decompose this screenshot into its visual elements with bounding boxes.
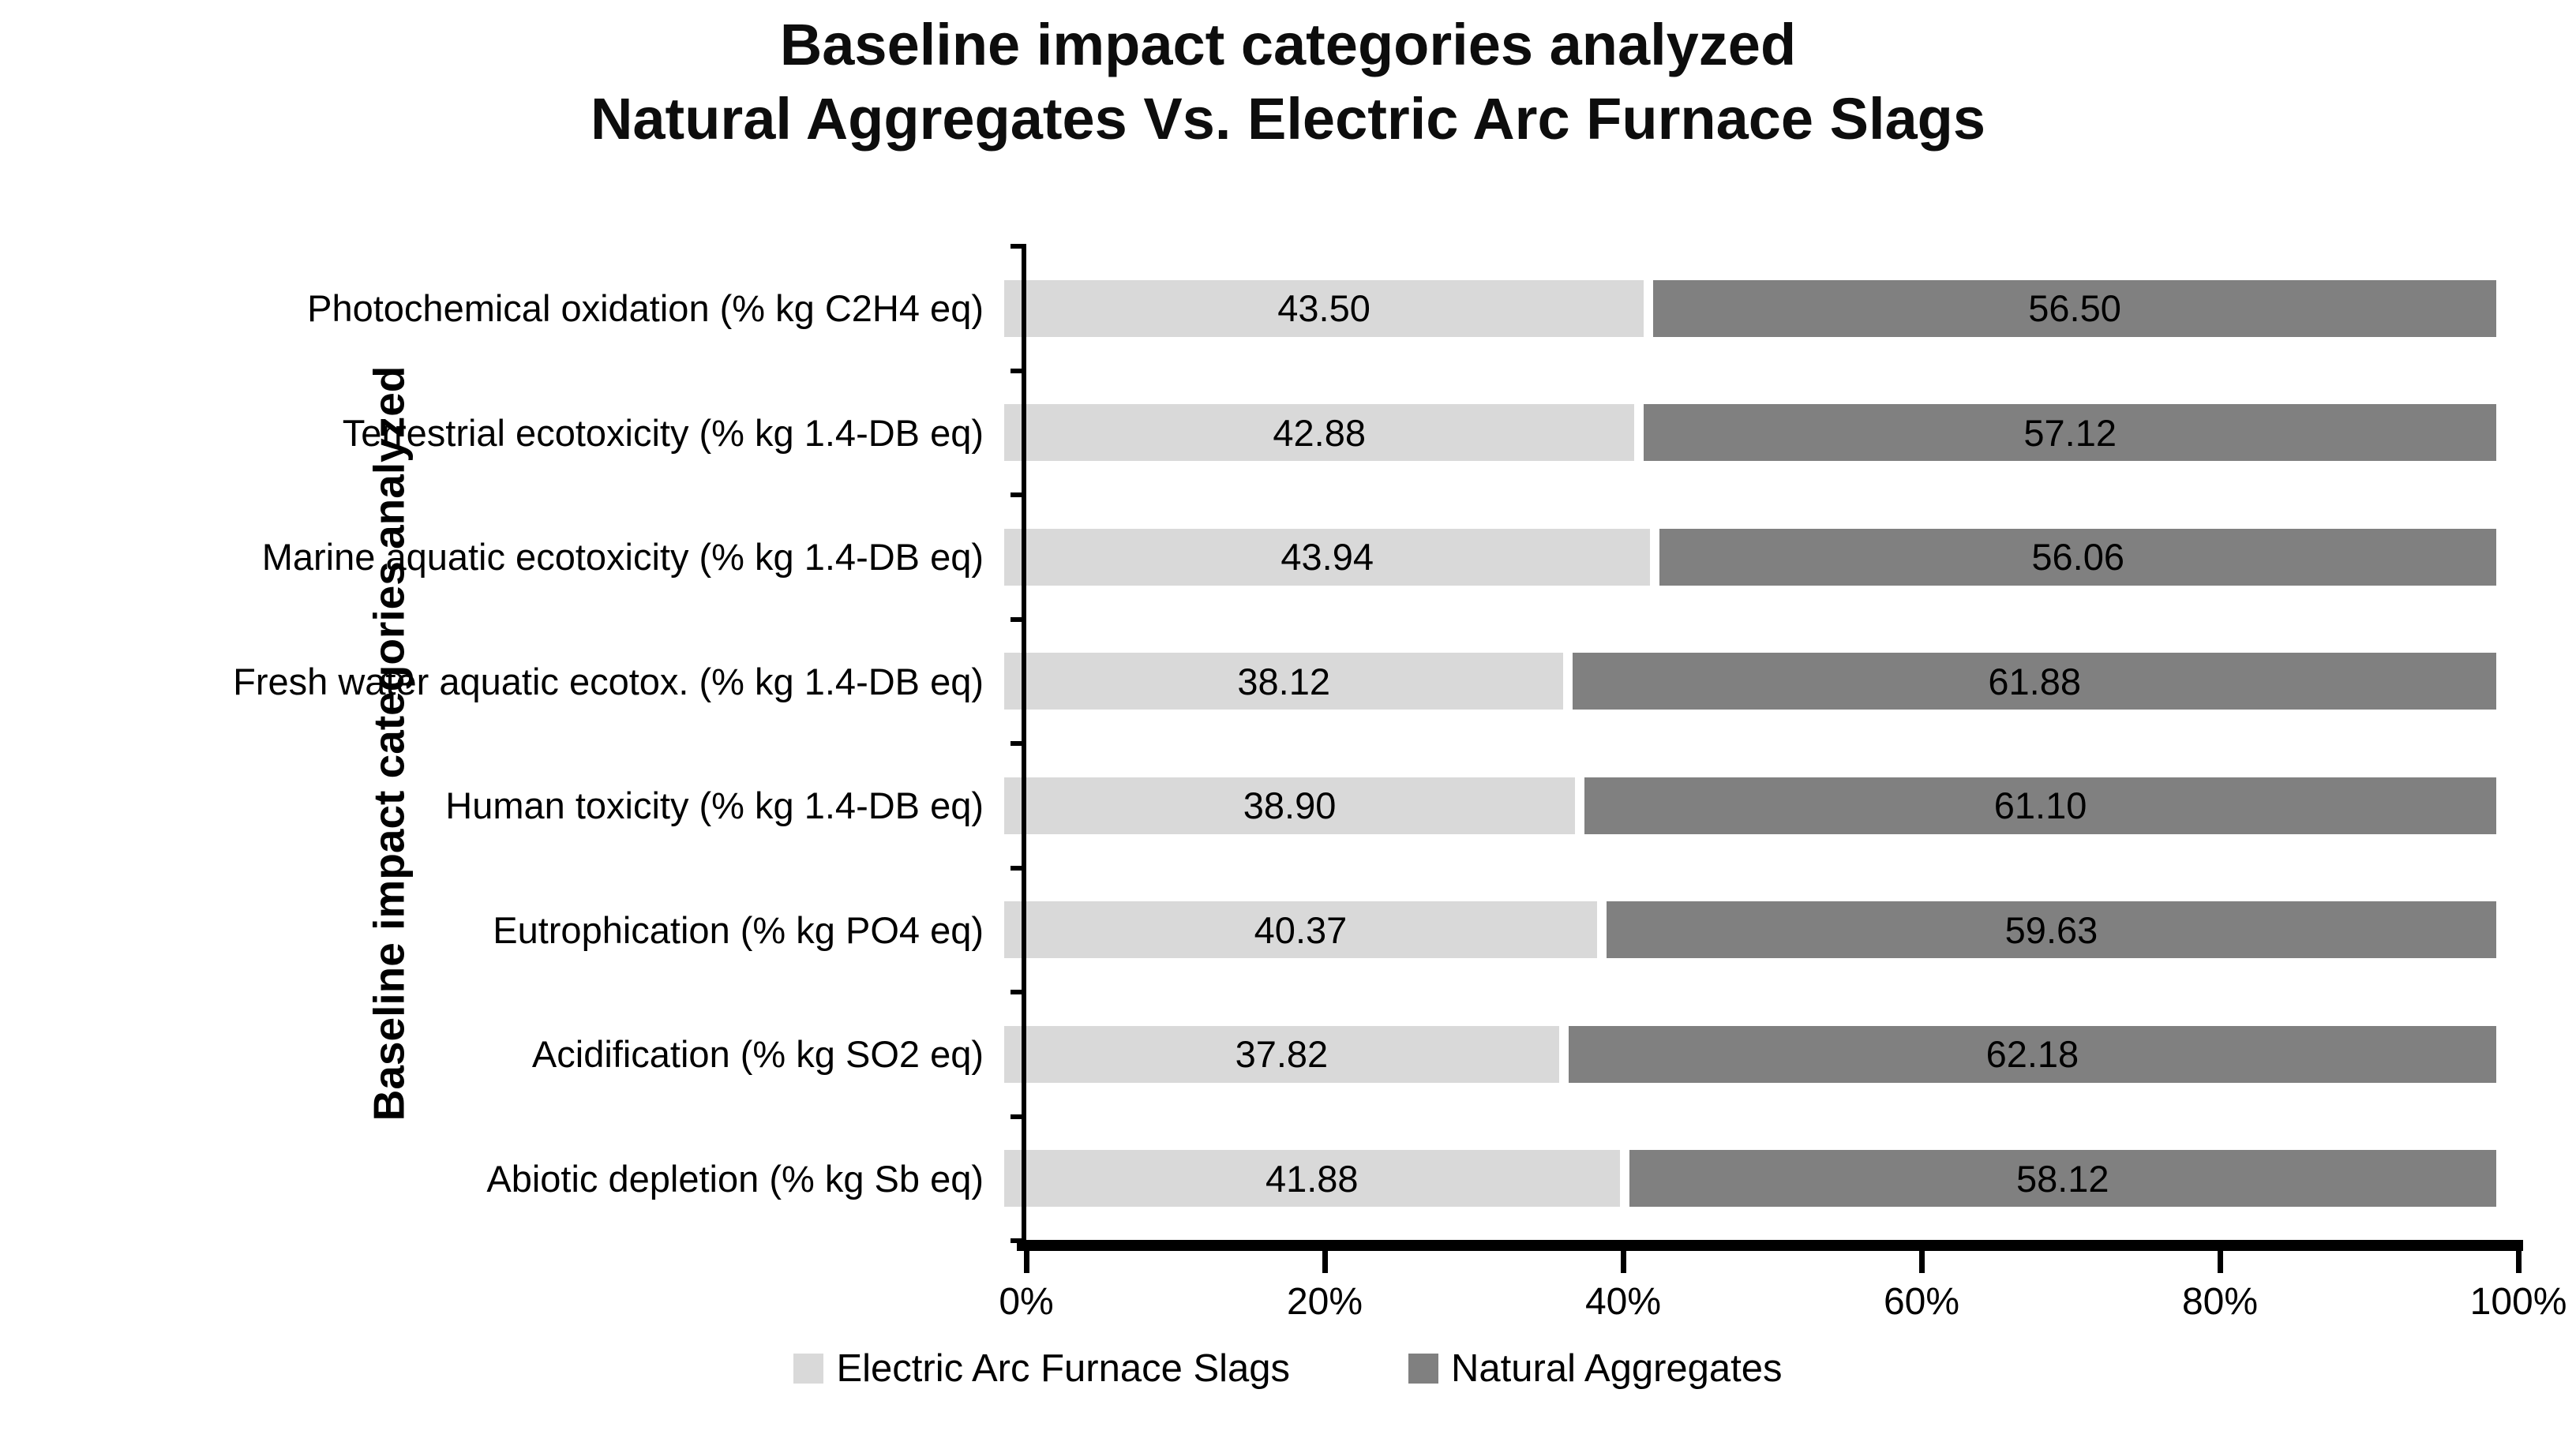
bar-segment-eafs: 43.94: [1004, 528, 1651, 586]
bar-segment-eafs: 40.37: [1004, 901, 1597, 959]
bar-track: 37.82 62.18: [1004, 1025, 2496, 1083]
y-axis-tick: [1011, 990, 1026, 994]
bar-value-label: 56.50: [2028, 287, 2121, 330]
bar-segment-na: 61.88: [1573, 653, 2496, 710]
x-axis-tick: [1322, 1251, 1328, 1273]
bar-segment-eafs: 43.50: [1004, 279, 1644, 337]
bar-value-label: 38.90: [1243, 785, 1337, 827]
bar-value-label: 37.82: [1235, 1033, 1329, 1076]
y-axis-line: [1022, 246, 1026, 1245]
bar-segment-eafs: 38.90: [1004, 777, 1576, 834]
x-axis-tick: [1919, 1251, 1925, 1273]
x-axis-tick-label: 60%: [1883, 1281, 1960, 1323]
legend-item-na: Natural Aggregates: [1408, 1346, 1783, 1391]
legend-label-na: Natural Aggregates: [1451, 1347, 1783, 1390]
y-axis-tick: [1011, 492, 1026, 497]
y-axis-tick: [1011, 368, 1026, 373]
legend-swatch-na-icon: [1408, 1354, 1439, 1384]
bar-track: 38.12 61.88: [1004, 653, 2496, 710]
chart-row: Abiotic depletion (% kg Sb eq) 41.88 58.12: [0, 1117, 2518, 1241]
bar-value-label: 61.88: [1988, 660, 2082, 702]
bar-segment-eafs: 42.88: [1004, 404, 1635, 462]
bar-track: 38.90 61.10: [1004, 777, 2496, 834]
category-label: Acidification (% kg SO2 eq): [531, 1033, 984, 1076]
bar-value-label: 43.50: [1277, 287, 1370, 330]
category-label: Abiotic depletion (% kg Sb eq): [486, 1157, 984, 1200]
chart-row: Human toxicity (% kg 1.4-DB eq) 38.90 61.1…: [0, 743, 2518, 868]
legend-swatch-eafs-icon: [793, 1354, 824, 1384]
x-axis-tick: [2516, 1251, 2522, 1273]
bar-value-label: 42.88: [1273, 411, 1367, 454]
chart-title-line1: Baseline impact categories analyzed: [779, 12, 1797, 77]
y-axis-tick: [1011, 741, 1026, 746]
chart-row: Terrestrial ecotoxicity (% kg 1.4-DB eq)…: [0, 371, 2518, 496]
chart-row: Fresh water aquatic ecotox. (% kg 1.4-DB…: [0, 620, 2518, 744]
bar-value-label: 62.18: [1985, 1033, 2079, 1076]
x-axis-tick-label: 40%: [1584, 1281, 1662, 1323]
legend-label-eafs: Electric Arc Furnace Slags: [836, 1347, 1291, 1390]
x-axis-tick-label: 100%: [2469, 1281, 2567, 1323]
legend: Electric Arc Furnace Slags Natural Aggre…: [0, 1346, 2576, 1391]
x-axis-tick: [1621, 1251, 1626, 1273]
x-axis-tick-label: 0%: [999, 1281, 1054, 1323]
bar-value-label: 61.10: [1993, 785, 2087, 827]
x-axis-tick-label: 80%: [2181, 1281, 2259, 1323]
bar-track: 43.50 56.50: [1004, 279, 2496, 337]
category-label: Fresh water aquatic ecotox. (% kg 1.4-DB…: [233, 660, 984, 702]
plot-area: Photochemical oxidation (% kg C2H4 eq) 43…: [0, 246, 2518, 1241]
bar-track: 41.88 58.12: [1004, 1150, 2496, 1208]
chart-row: Photochemical oxidation (% kg C2H4 eq) 43…: [0, 246, 2518, 371]
chart-title-line2: Natural Aggregates Vs. Electric Arc Furn…: [590, 86, 1986, 152]
bar-segment-eafs: 38.12: [1004, 653, 1564, 710]
plot-rows: Photochemical oxidation (% kg C2H4 eq) 43…: [0, 246, 2518, 1241]
bar-value-label: 59.63: [2004, 908, 2098, 951]
bar-segment-na: 56.06: [1659, 528, 2496, 586]
y-axis-tick: [1011, 244, 1026, 249]
bar-segment-na: 58.12: [1629, 1150, 2496, 1208]
bar-value-label: 41.88: [1265, 1157, 1359, 1200]
bar-segment-eafs: 41.88: [1004, 1150, 1620, 1208]
x-axis-line: [1017, 1240, 2523, 1251]
chart-row: Acidification (% kg SO2 eq) 37.82 62.18: [0, 992, 2518, 1117]
x-axis-tick: [1024, 1251, 1029, 1273]
bar-segment-na: 61.10: [1584, 777, 2496, 834]
y-axis-tick: [1011, 1114, 1026, 1119]
bar-track: 40.37 59.63: [1004, 901, 2496, 959]
x-axis-tick: [2218, 1251, 2223, 1273]
category-label: Eutrophication (% kg PO4 eq): [493, 908, 984, 951]
chart-title: Baseline impact categories analyzed Natu…: [0, 8, 2576, 156]
bar-value-label: 57.12: [2023, 411, 2117, 454]
bar-value-label: 56.06: [2031, 536, 2125, 579]
bar-value-label: 58.12: [2015, 1157, 2109, 1200]
bar-segment-eafs: 37.82: [1004, 1025, 1559, 1083]
bar-value-label: 40.37: [1254, 908, 1348, 951]
bar-track: 43.94 56.06: [1004, 528, 2496, 586]
x-axis-tick-label: 20%: [1286, 1281, 1363, 1323]
chart-row: Eutrophication (% kg PO4 eq) 40.37 59.63: [0, 868, 2518, 993]
bar-value-label: 38.12: [1237, 660, 1331, 702]
category-label: Marine aquatic ecotoxicity (% kg 1.4-DB …: [261, 536, 984, 579]
legend-item-eafs: Electric Arc Furnace Slags: [793, 1346, 1290, 1391]
category-label: Photochemical oxidation (% kg C2H4 eq): [307, 287, 984, 330]
chart-row: Marine aquatic ecotoxicity (% kg 1.4-DB …: [0, 495, 2518, 620]
bar-track: 42.88 57.12: [1004, 404, 2496, 462]
bar-segment-na: 56.50: [1653, 279, 2496, 337]
category-label: Human toxicity (% kg 1.4-DB eq): [445, 785, 984, 827]
bar-value-label: 43.94: [1281, 536, 1374, 579]
bar-segment-na: 57.12: [1644, 404, 2496, 462]
y-axis-tick: [1011, 865, 1026, 871]
y-axis-tick: [1011, 616, 1026, 622]
bar-segment-na: 59.63: [1606, 901, 2496, 959]
category-label: Terrestrial ecotoxicity (% kg 1.4-DB eq): [342, 411, 984, 454]
bar-segment-na: 62.18: [1568, 1025, 2496, 1083]
